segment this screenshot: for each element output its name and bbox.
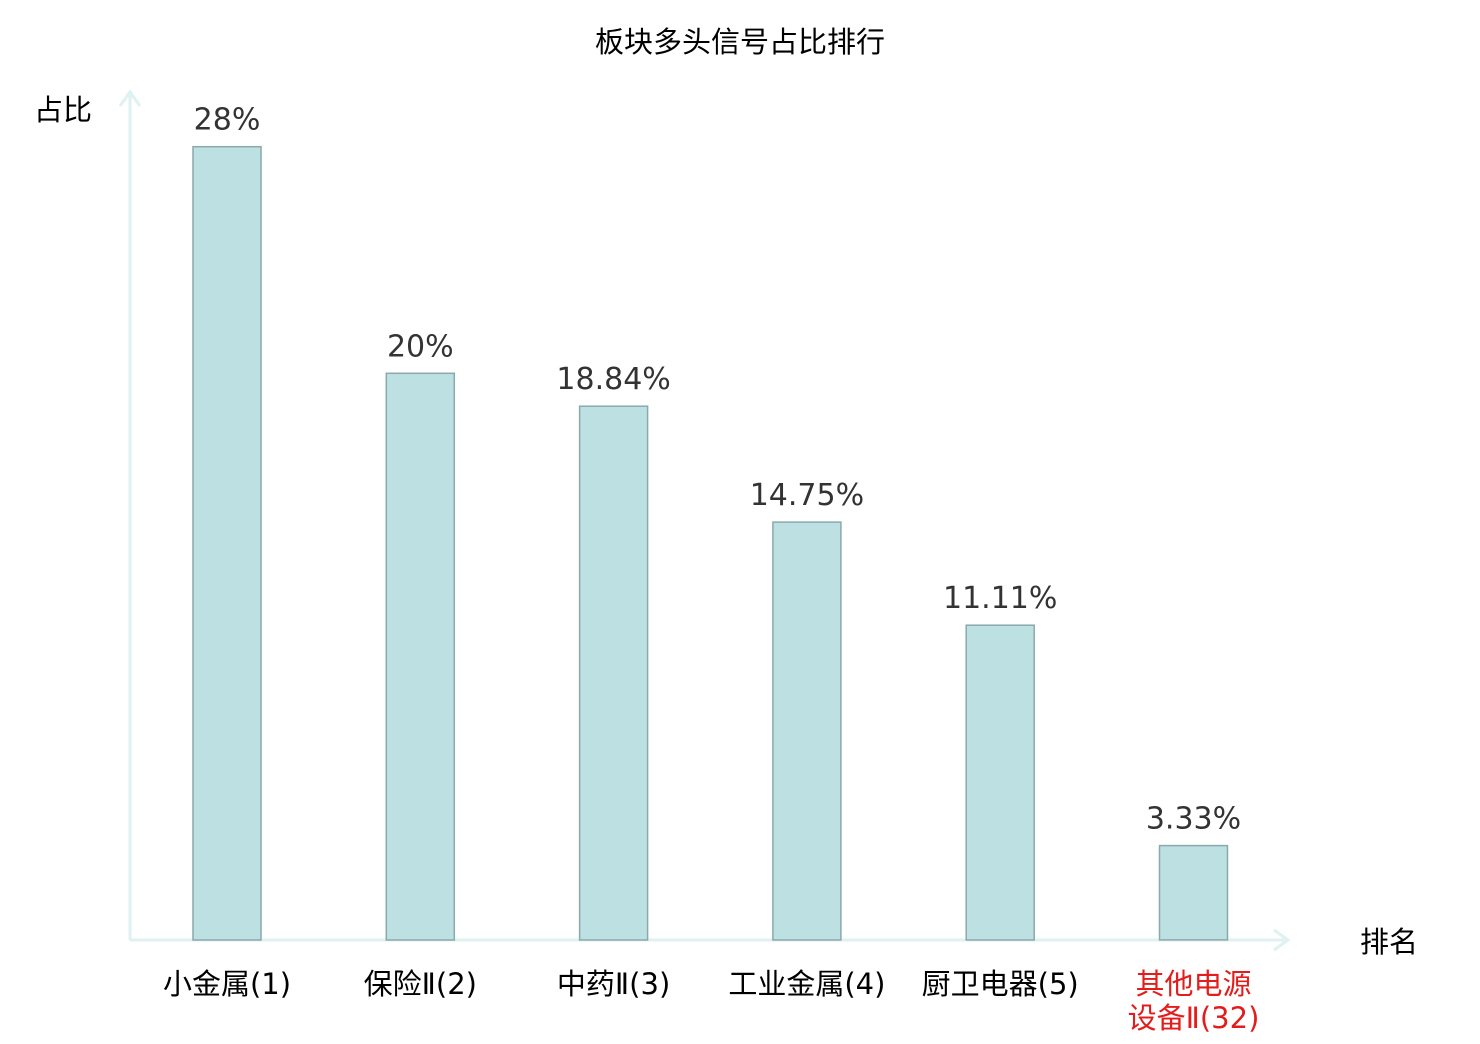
y-axis-label: 占比 [34, 93, 92, 127]
bar-group [192, 145, 1229, 941]
x-axis-label: 排名 [1360, 925, 1418, 959]
bar [385, 372, 456, 941]
chart-title: 板块多头信号占比排行 [595, 25, 885, 59]
bar [772, 521, 842, 941]
bar [192, 145, 262, 941]
category-label: 厨卫电器(5) [922, 967, 1079, 1001]
value-label: 28% [194, 103, 261, 138]
category-label-group: 小金属(1) 保险Ⅱ(2) 中药Ⅱ(3) 工业金属(4) 厨卫电器(5) 其他电源设备Ⅱ(… [163, 967, 1259, 1035]
category-label: 小金属(1) [163, 967, 291, 1001]
value-label: 14.75% [750, 478, 864, 513]
value-label: 20% [387, 329, 454, 364]
category-label: 保险Ⅱ(2) [364, 967, 477, 1001]
x-axis-arrow-icon [1273, 928, 1291, 952]
axes [118, 89, 1291, 952]
value-label: 3.33% [1146, 802, 1241, 837]
category-label: 中药Ⅱ(3) [557, 967, 670, 1001]
category-label: 工业金属(4) [728, 967, 885, 1001]
category-label: 设备Ⅱ(32) [1128, 1001, 1260, 1035]
bar [1158, 844, 1229, 941]
value-label: 11.11% [943, 581, 1057, 616]
bar [965, 624, 1035, 941]
value-label-group: 28% 20% 18.84% 14.75% 11.11% 3.33% [194, 103, 1242, 837]
bar [578, 405, 649, 941]
value-label: 18.84% [556, 362, 670, 397]
category-label: 其他电源 [1135, 967, 1251, 1001]
y-axis-arrow-icon [118, 89, 142, 107]
